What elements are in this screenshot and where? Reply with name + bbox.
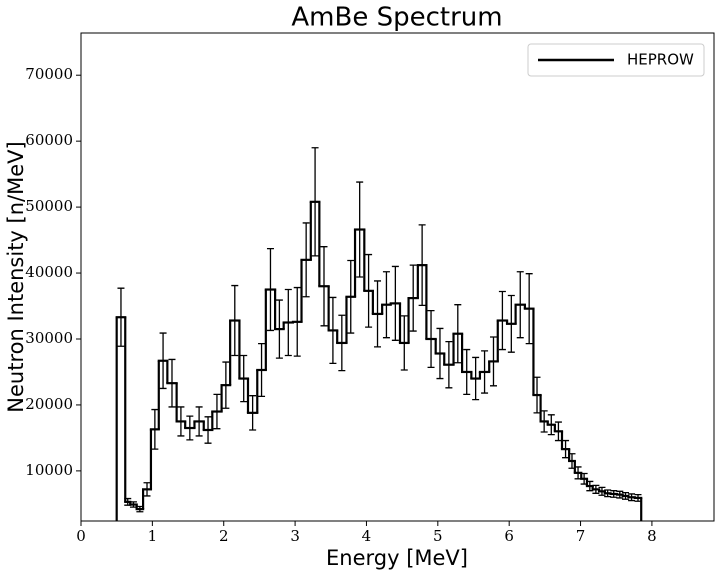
error-bar <box>533 376 541 414</box>
error-bar <box>311 147 319 257</box>
error-bar <box>592 484 600 494</box>
error-bar <box>463 348 471 396</box>
x-tick-label: 1 <box>148 527 158 545</box>
error-bar <box>489 336 497 387</box>
legend-label: HEPROW <box>627 51 694 69</box>
error-bar <box>159 332 167 390</box>
error-bar <box>177 406 185 437</box>
y-tick-label: 30000 <box>25 329 73 347</box>
error-bar <box>391 265 399 341</box>
error-bar <box>365 253 373 328</box>
error-bar <box>409 264 417 332</box>
plot-area <box>115 147 643 521</box>
error-bar <box>338 314 346 372</box>
error-bar <box>249 395 257 431</box>
error-bar <box>222 361 230 409</box>
error-bar <box>151 408 159 450</box>
y-tick-label: 50000 <box>25 197 73 215</box>
error-bar <box>562 439 570 459</box>
error-bar <box>616 490 624 499</box>
error-bar <box>231 284 239 357</box>
x-axis-label: Energy [MeV] <box>326 546 468 570</box>
x-tick-label: 5 <box>433 527 443 545</box>
error-bar <box>400 315 408 371</box>
x-tick-label: 6 <box>504 527 514 545</box>
error-bar <box>634 493 642 502</box>
x-tick-label: 7 <box>576 527 586 545</box>
x-tick-label: 8 <box>647 527 657 545</box>
error-bar <box>382 271 390 339</box>
x-tick-label: 0 <box>76 527 86 545</box>
error-bar <box>454 304 462 364</box>
error-bar <box>356 181 364 278</box>
error-bar <box>525 273 533 345</box>
error-bar <box>329 296 337 365</box>
y-tick-label: 20000 <box>25 395 73 413</box>
x-tick-label: 3 <box>290 527 300 545</box>
plot-frame <box>80 32 715 522</box>
chart-title: AmBe Spectrum <box>291 3 502 33</box>
error-bar <box>481 350 489 394</box>
y-axis-label: Neutron Intensity [n/MeV] <box>4 141 28 412</box>
error-bar <box>554 421 562 442</box>
error-bar <box>507 294 515 353</box>
error-bar <box>436 327 444 380</box>
error-bar <box>610 490 618 498</box>
error-bar <box>516 271 524 339</box>
error-bar <box>472 356 480 401</box>
error-bar <box>117 287 125 347</box>
error-bar <box>240 354 248 403</box>
x-tick-label: 4 <box>362 527 372 545</box>
error-bar <box>598 486 606 496</box>
error-bar <box>275 299 283 359</box>
error-bar <box>258 342 266 398</box>
y-tick-label: 10000 <box>25 461 73 479</box>
y-tick-label: 40000 <box>25 263 73 281</box>
error-bar <box>622 491 630 500</box>
error-bar <box>604 489 612 498</box>
error-bar <box>204 416 212 444</box>
error-bar <box>418 224 426 307</box>
error-bar <box>498 290 506 351</box>
y-tick-label: 70000 <box>25 65 73 83</box>
x-tick-label: 2 <box>219 527 229 545</box>
error-bar <box>284 288 292 357</box>
error-bar <box>547 414 555 436</box>
error-bar <box>293 286 301 357</box>
error-bar <box>540 410 548 433</box>
error-bar <box>143 482 151 497</box>
error-bar <box>445 340 453 389</box>
error-bar <box>320 246 328 327</box>
legend-box <box>527 43 705 77</box>
error-bar <box>186 415 194 441</box>
error-bar <box>195 406 203 437</box>
error-bar <box>427 309 435 368</box>
error-bar <box>168 358 176 408</box>
error-bar <box>266 247 274 332</box>
y-tick-label: 60000 <box>25 131 73 149</box>
error-bar <box>213 393 221 430</box>
error-bar <box>374 280 382 348</box>
error-bar <box>302 222 310 298</box>
error-bar <box>586 480 594 492</box>
error-bar <box>347 259 355 334</box>
error-bar <box>628 493 636 502</box>
